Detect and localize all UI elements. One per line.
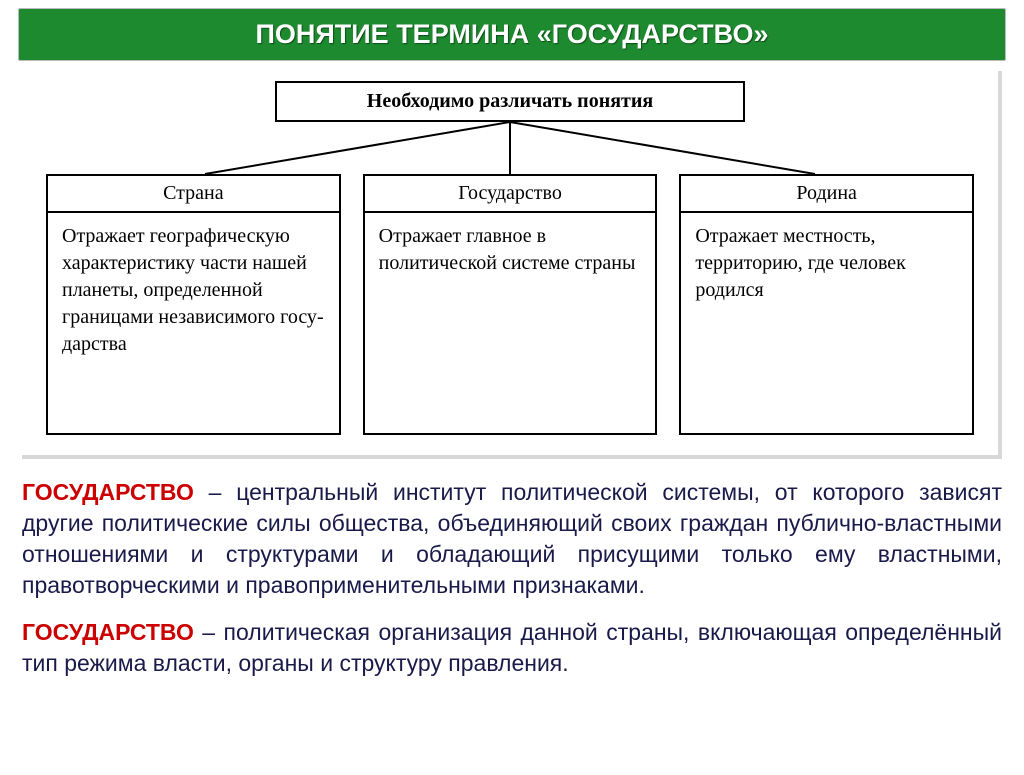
slide-title: ПОНЯТИЕ ТЕРМИНА «ГОСУДАРСТВО» — [255, 19, 768, 49]
definitions-block: ГОСУДАРСТВО – центральный институт полит… — [22, 477, 1002, 679]
slide-title-bar: ПОНЯТИЕ ТЕРМИНА «ГОСУДАРСТВО» — [18, 8, 1006, 61]
description-box: Отражает местность, территорию, где чело… — [679, 213, 974, 435]
definition-term: ГОСУДАРСТВО — [22, 619, 194, 645]
category-box: Страна — [46, 174, 341, 213]
columns-row: Страна Отражает географи­ческую характер… — [36, 174, 984, 435]
definition-term: ГОСУДАРСТВО — [22, 479, 194, 505]
root-node: Необходимо различать понятия — [275, 81, 745, 122]
connector-lines — [50, 122, 970, 174]
column: Государство Отражает главное в политичес… — [363, 174, 658, 435]
category-box: Родина — [679, 174, 974, 213]
description-box: Отражает главное в политической системе … — [363, 213, 658, 435]
column: Страна Отражает географи­ческую характер… — [46, 174, 341, 435]
category-box: Государство — [363, 174, 658, 213]
description-box: Отражает географи­ческую характери­стику… — [46, 213, 341, 435]
column: Родина Отражает местность, территорию, г… — [679, 174, 974, 435]
definition: ГОСУДАРСТВО – центральный институт полит… — [22, 477, 1002, 601]
diagram-panel: Необходимо различать понятия Страна Отра… — [22, 71, 1002, 459]
definition: ГОСУДАРСТВО – политическая организация д… — [22, 617, 1002, 679]
